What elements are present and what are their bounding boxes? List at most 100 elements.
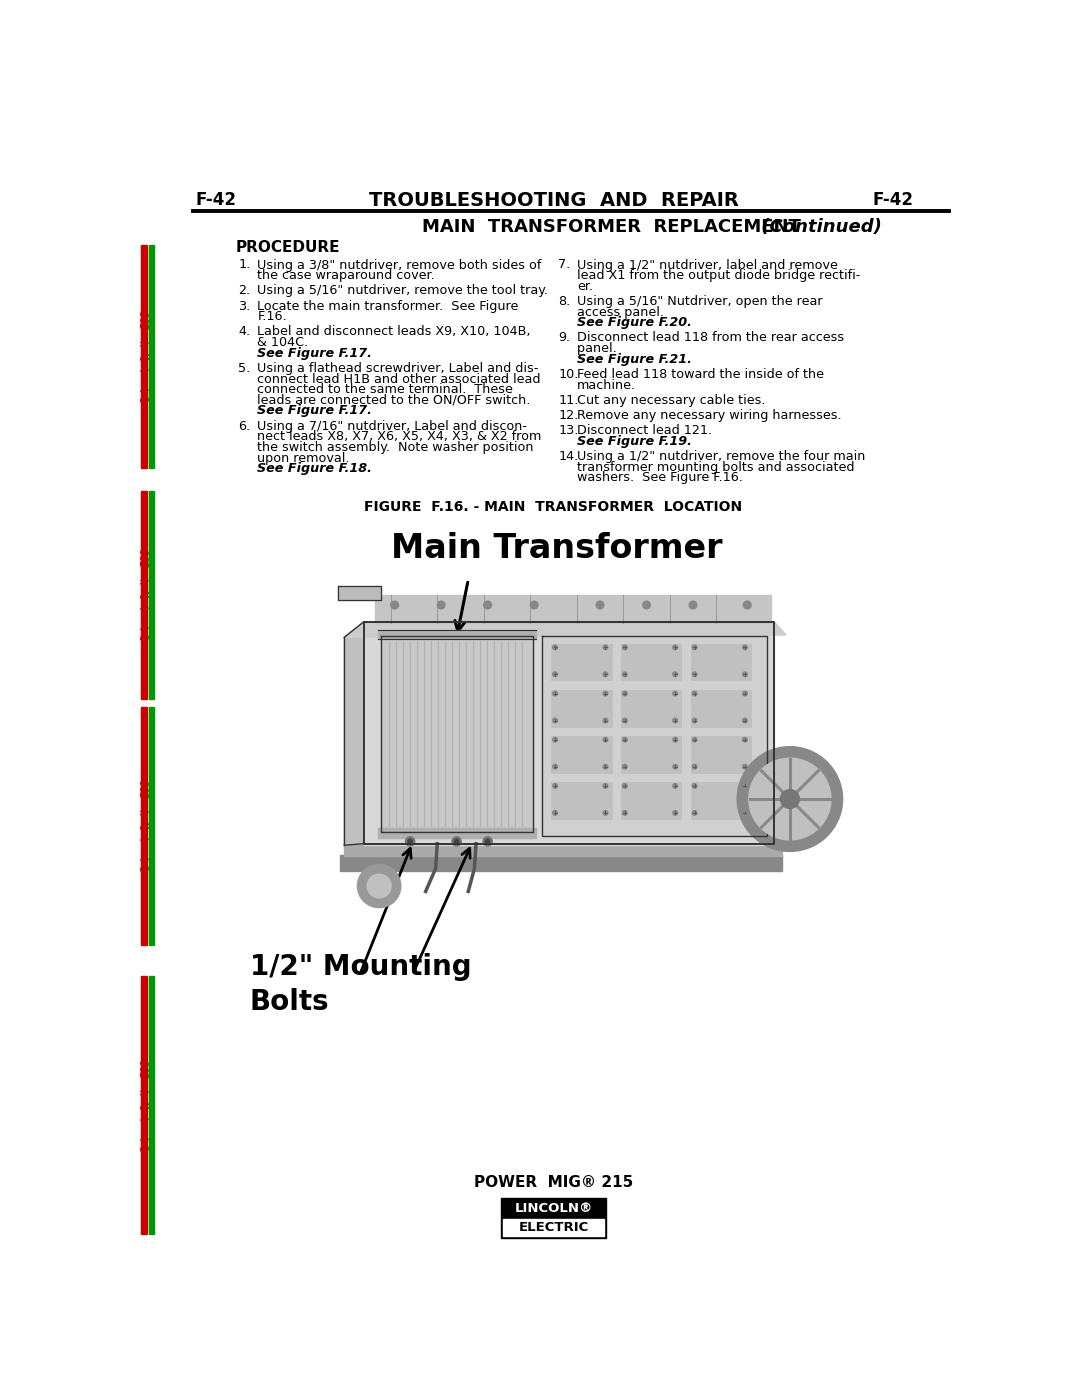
Bar [501, 1197, 606, 1238]
Text: 3.: 3. [238, 299, 251, 313]
Circle shape [485, 840, 490, 844]
Text: F-42: F-42 [195, 191, 237, 208]
Circle shape [530, 601, 538, 609]
Bar [141, 707, 147, 946]
Circle shape [622, 692, 627, 696]
Text: Using a 5/16" nutdriver, remove the tool tray.: Using a 5/16" nutdriver, remove the tool… [257, 285, 549, 298]
Circle shape [743, 692, 747, 696]
Circle shape [367, 875, 391, 898]
Text: & 104C.: & 104C. [257, 337, 316, 349]
Text: Return to Section TOC: Return to Section TOC [140, 310, 147, 402]
Text: 2.: 2. [238, 285, 251, 298]
Circle shape [743, 672, 747, 676]
Text: 1.: 1. [238, 258, 251, 271]
Circle shape [596, 601, 604, 609]
Bar [551, 644, 611, 680]
Circle shape [692, 764, 697, 768]
Circle shape [692, 784, 697, 788]
Bar [149, 490, 154, 698]
Circle shape [553, 692, 557, 696]
Bar [378, 828, 537, 838]
Polygon shape [345, 622, 786, 637]
Circle shape [622, 738, 627, 742]
Text: 10.: 10. [558, 367, 579, 381]
Text: MAIN  TRANSFORMER  REPLACEMENT: MAIN TRANSFORMER REPLACEMENT [422, 218, 800, 236]
Circle shape [689, 601, 697, 609]
Bar [149, 977, 154, 1234]
Circle shape [673, 645, 677, 650]
Text: connect lead H1B and other associated lead: connect lead H1B and other associated le… [257, 373, 541, 386]
Bar [621, 644, 681, 680]
Circle shape [408, 840, 413, 844]
Text: Using a 5/16" Nutdriver, open the rear: Using a 5/16" Nutdriver, open the rear [577, 295, 822, 307]
Circle shape [673, 810, 677, 816]
Bar [691, 644, 751, 680]
Text: er.: er. [577, 279, 593, 293]
Circle shape [553, 738, 557, 742]
Circle shape [692, 692, 697, 696]
Text: Using a 7/16" nutdriver, Label and discon-: Using a 7/16" nutdriver, Label and disco… [257, 419, 527, 433]
Circle shape [738, 746, 842, 851]
Text: See Figure F.17.: See Figure F.17. [257, 405, 373, 418]
Circle shape [743, 645, 747, 650]
Text: Locate the main transformer.  See Figure: Locate the main transformer. See Figure [257, 299, 518, 313]
Circle shape [405, 837, 415, 847]
Text: See Figure F.20.: See Figure F.20. [577, 316, 692, 330]
Text: connected to the same terminal.  These: connected to the same terminal. These [257, 383, 513, 397]
Bar [551, 690, 611, 726]
Bar [149, 244, 154, 468]
Bar [141, 977, 147, 1234]
Circle shape [391, 601, 399, 609]
Text: access panel.: access panel. [577, 306, 672, 319]
Text: upon removal.: upon removal. [257, 451, 357, 465]
Bar [501, 1197, 606, 1238]
Circle shape [553, 645, 557, 650]
Circle shape [603, 672, 608, 676]
Text: 6.: 6. [238, 419, 251, 433]
Text: Return to Master TOC: Return to Master TOC [149, 781, 154, 870]
Bar [338, 585, 380, 599]
Text: (Continued): (Continued) [755, 218, 882, 236]
Bar [364, 622, 774, 845]
Text: ELECTRIC: ELECTRIC [518, 1221, 589, 1234]
Text: 9.: 9. [558, 331, 570, 345]
Circle shape [692, 672, 697, 676]
Circle shape [692, 718, 697, 722]
Polygon shape [345, 622, 364, 845]
Circle shape [622, 718, 627, 722]
Circle shape [451, 837, 461, 847]
Circle shape [673, 692, 677, 696]
Bar [345, 844, 782, 856]
Circle shape [603, 810, 608, 816]
Text: Return to Section TOC: Return to Section TOC [140, 549, 147, 640]
Text: F.16.: F.16. [257, 310, 287, 323]
Text: See Figure F.19.: See Figure F.19. [577, 434, 692, 448]
Circle shape [622, 672, 627, 676]
Circle shape [673, 672, 677, 676]
Circle shape [622, 784, 627, 788]
Circle shape [692, 738, 697, 742]
Text: Cut any necessary cable ties.: Cut any necessary cable ties. [577, 394, 766, 407]
Text: 8.: 8. [558, 295, 570, 307]
Circle shape [673, 784, 677, 788]
Circle shape [692, 810, 697, 816]
Circle shape [603, 645, 608, 650]
Circle shape [743, 784, 747, 788]
Text: machine.: machine. [577, 379, 636, 391]
Text: Using a 1/2" nutdriver, label and remove: Using a 1/2" nutdriver, label and remove [577, 258, 838, 271]
Text: Label and disconnect leads X9, X10, 104B,: Label and disconnect leads X9, X10, 104B… [257, 326, 531, 338]
Circle shape [743, 718, 747, 722]
Text: Return to Master TOC: Return to Master TOC [149, 312, 154, 401]
Text: FIGURE  F.16. - MAIN  TRANSFORMER  LOCATION: FIGURE F.16. - MAIN TRANSFORMER LOCATION [364, 500, 743, 514]
Bar [691, 690, 751, 726]
Bar [621, 690, 681, 726]
Text: 5.: 5. [238, 362, 251, 374]
Bar [691, 736, 751, 773]
Circle shape [553, 672, 557, 676]
Text: Using a 1/2" nutdriver, remove the four main: Using a 1/2" nutdriver, remove the four … [577, 450, 865, 464]
Text: TROUBLESHOOTING  AND  REPAIR: TROUBLESHOOTING AND REPAIR [368, 191, 739, 210]
Text: panel.: panel. [577, 342, 624, 355]
Bar [691, 782, 751, 819]
Text: Main Transformer: Main Transformer [391, 532, 723, 564]
Bar [551, 736, 611, 773]
